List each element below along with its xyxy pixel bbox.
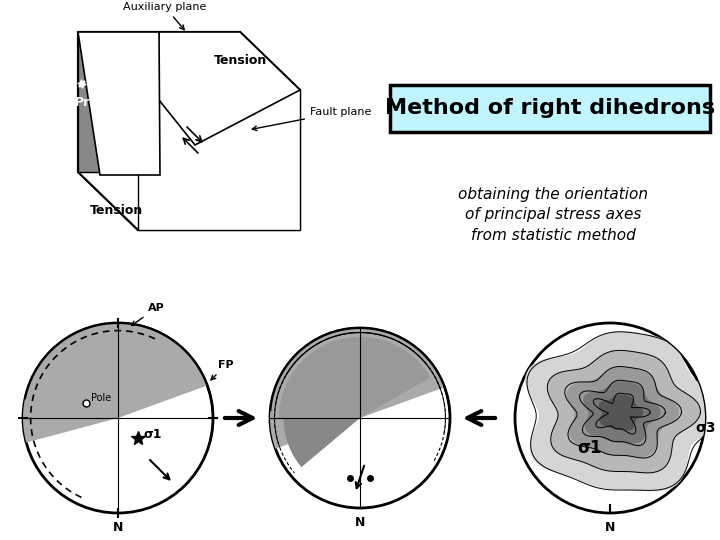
Polygon shape: [547, 350, 701, 473]
Text: N: N: [605, 521, 615, 534]
Text: AP: AP: [132, 303, 165, 326]
Text: of principal stress axes: of principal stress axes: [465, 207, 642, 222]
Text: Method of right dihedrons: Method of right dihedrons: [385, 98, 715, 118]
Polygon shape: [567, 367, 679, 457]
Polygon shape: [583, 381, 661, 443]
Text: Tension: Tension: [213, 53, 266, 66]
Text: σ1: σ1: [577, 439, 602, 457]
Polygon shape: [78, 32, 138, 230]
Polygon shape: [78, 32, 159, 172]
Text: Fault plane: Fault plane: [252, 107, 372, 131]
Text: Pression: Pression: [75, 96, 135, 109]
Polygon shape: [526, 331, 720, 491]
Text: σ1: σ1: [143, 428, 161, 441]
Circle shape: [515, 323, 705, 513]
Text: N: N: [355, 516, 365, 529]
Polygon shape: [279, 337, 430, 418]
Polygon shape: [138, 90, 300, 230]
Text: FP: FP: [211, 360, 233, 380]
Polygon shape: [270, 328, 444, 449]
Text: from statistic method: from statistic method: [471, 227, 635, 242]
Polygon shape: [78, 32, 300, 90]
Text: N: N: [113, 521, 123, 534]
Text: obtaining the orientation: obtaining the orientation: [458, 187, 648, 202]
Polygon shape: [78, 32, 160, 175]
FancyBboxPatch shape: [390, 85, 710, 132]
Polygon shape: [240, 32, 300, 230]
Polygon shape: [78, 172, 300, 230]
Polygon shape: [23, 323, 207, 443]
Polygon shape: [155, 32, 300, 145]
Text: σ3: σ3: [695, 421, 716, 435]
Polygon shape: [138, 90, 300, 230]
Polygon shape: [599, 395, 644, 430]
Circle shape: [23, 323, 213, 513]
Polygon shape: [284, 341, 409, 467]
Polygon shape: [78, 32, 240, 172]
Text: Auxiliary plane: Auxiliary plane: [123, 2, 207, 30]
Text: Pression: Pression: [170, 233, 230, 246]
Text: Pole: Pole: [91, 393, 112, 403]
Text: Tension: Tension: [90, 204, 143, 217]
Circle shape: [270, 328, 450, 508]
